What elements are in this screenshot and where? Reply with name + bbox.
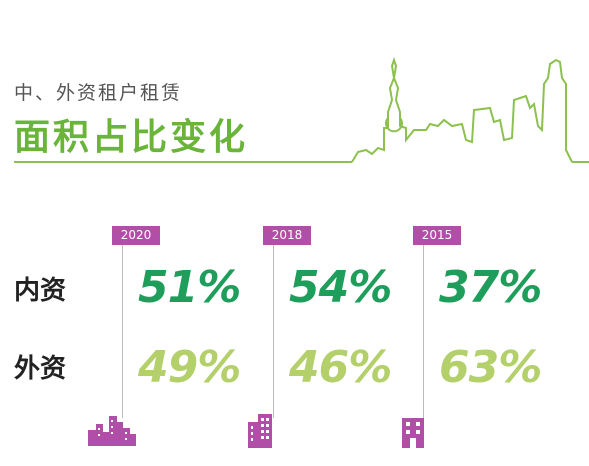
- domestic-share-2020: 51%: [138, 262, 241, 313]
- domestic-share-2018: 54%: [289, 262, 392, 313]
- foreign-share-2015: 63%: [439, 342, 542, 393]
- subtitle: 中、外资租户租赁: [14, 82, 183, 104]
- row-label-foreign: 外资: [14, 354, 67, 384]
- small-building-icon: [402, 418, 424, 448]
- column-divider: [122, 236, 123, 418]
- skyline-illustration: [14, 56, 589, 163]
- column-divider: [423, 236, 424, 418]
- foreign-share-2020: 49%: [138, 342, 241, 393]
- year-badge-2015: 2015: [413, 226, 461, 245]
- year-badge-2018: 2018: [263, 226, 311, 245]
- row-label-domestic: 内资: [14, 276, 67, 306]
- building-icon: [248, 414, 272, 448]
- page-title: 面积占比变化: [14, 117, 249, 158]
- city-skyline-icon: [88, 416, 136, 446]
- domestic-share-2015: 37%: [439, 262, 542, 313]
- column-divider: [273, 236, 274, 418]
- foreign-share-2018: 46%: [289, 342, 392, 393]
- year-badge-2020: 2020: [112, 226, 160, 245]
